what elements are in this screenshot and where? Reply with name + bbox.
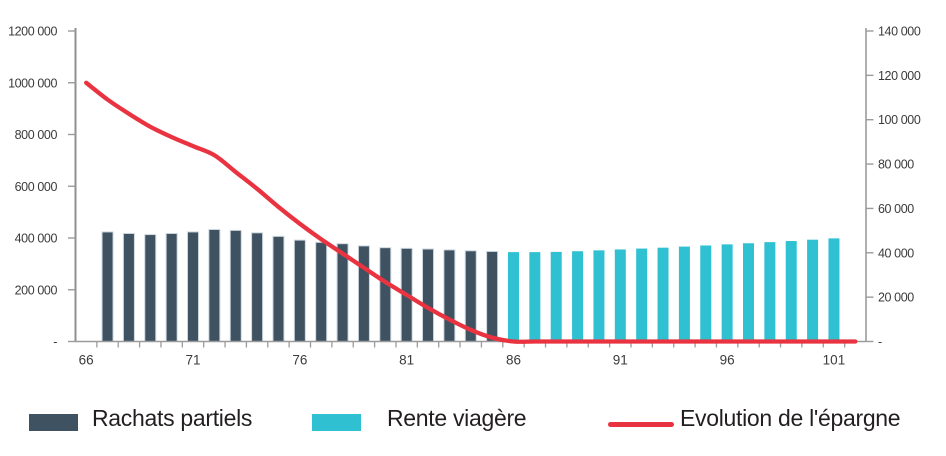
legend-swatch-rachats: [29, 414, 78, 431]
y-left-tick-label: 1000 000: [8, 76, 57, 90]
bar-rachats-partiels: [486, 250, 499, 342]
x-tick-label: 71: [185, 353, 200, 368]
bar-rachats-partiels: [443, 249, 456, 342]
bar-rachats-partiels: [293, 239, 306, 342]
bar-rente-viagere: [742, 243, 754, 342]
x-tick-label: 86: [506, 353, 521, 368]
legend-label-rachats: Rachats partiels: [92, 405, 253, 431]
legend-label-rente: Rente viagère: [387, 405, 527, 431]
y-right-tick-label: 100 000: [878, 113, 921, 127]
bar-rachats-partiels: [122, 232, 135, 342]
bar-rachats-partiels: [379, 247, 392, 342]
bar-rente-viagere: [785, 241, 797, 342]
x-tick-label: 96: [720, 353, 735, 368]
y-right-tick-label: -: [878, 335, 882, 349]
bar-rente-viagere: [593, 250, 605, 342]
bar-rente-viagere: [529, 252, 541, 342]
bar-rente-viagere: [721, 244, 733, 342]
bar-rente-viagere: [614, 249, 626, 342]
bar-rente-viagere: [550, 251, 562, 342]
x-tick-label: 91: [613, 353, 628, 368]
bar-rente-viagere: [700, 245, 712, 342]
bar-rente-viagere: [807, 239, 819, 342]
y-left-tick-label: 400 000: [15, 232, 58, 246]
legend-swatch-rente: [312, 414, 361, 431]
y-left-tick-label: 200 000: [15, 283, 58, 297]
bar-rente-viagere: [678, 246, 690, 342]
x-tick-label: 101: [823, 353, 846, 368]
bar-rachats-partiels: [315, 241, 328, 342]
bar-rente-viagere: [636, 248, 648, 342]
y-right-tick-label: 80 000: [878, 158, 914, 172]
y-left-tick-label: 1200 000: [8, 25, 57, 39]
combo-chart: 1200 000 1000 000 800 000 600 000 400 000 200…: [8, 25, 921, 368]
y-right-tick-label: 40 000: [878, 246, 914, 260]
bar-rachats-partiels: [422, 248, 435, 342]
bar-rachats-partiels: [187, 231, 200, 342]
y-right-tick-label: 60 000: [878, 202, 914, 216]
bar-rachats-partiels: [165, 232, 178, 342]
bar-rachats-partiels: [208, 228, 221, 342]
bar-rachats-partiels: [144, 234, 157, 342]
savings-evolution-line: [84, 80, 858, 344]
bar-rente-viagere: [572, 251, 584, 342]
bar-rente-viagere: [828, 238, 840, 342]
y-left-tick-label: 600 000: [15, 180, 58, 194]
bar-rente-viagere: [507, 252, 519, 342]
x-tick-label: 81: [399, 353, 414, 368]
bar-rachats-partiels: [101, 231, 114, 342]
legend-swatch-epargne: [608, 422, 674, 427]
bar-rente-viagere: [657, 247, 669, 342]
y-right-tick-label: 20 000: [878, 291, 914, 305]
x-tick-label: 66: [79, 353, 94, 368]
bar-rachats-partiels: [272, 235, 285, 342]
bar-rente-viagere: [764, 242, 776, 342]
y-right-tick-label: 140 000: [878, 25, 921, 39]
bar-rachats-partiels: [229, 229, 242, 342]
y-left-tick-label: -: [53, 335, 57, 349]
y-right-tick-label: 120 000: [878, 69, 921, 83]
legend-label-epargne: Evolution de l'épargne: [680, 405, 901, 431]
bar-rachats-partiels: [357, 245, 370, 342]
bar-rachats-partiels: [251, 232, 264, 342]
y-left-tick-label: 800 000: [15, 128, 58, 142]
chart-legend: Rachats partiels Rente viagère Evolution…: [0, 400, 946, 456]
x-tick-label: 76: [292, 353, 307, 368]
